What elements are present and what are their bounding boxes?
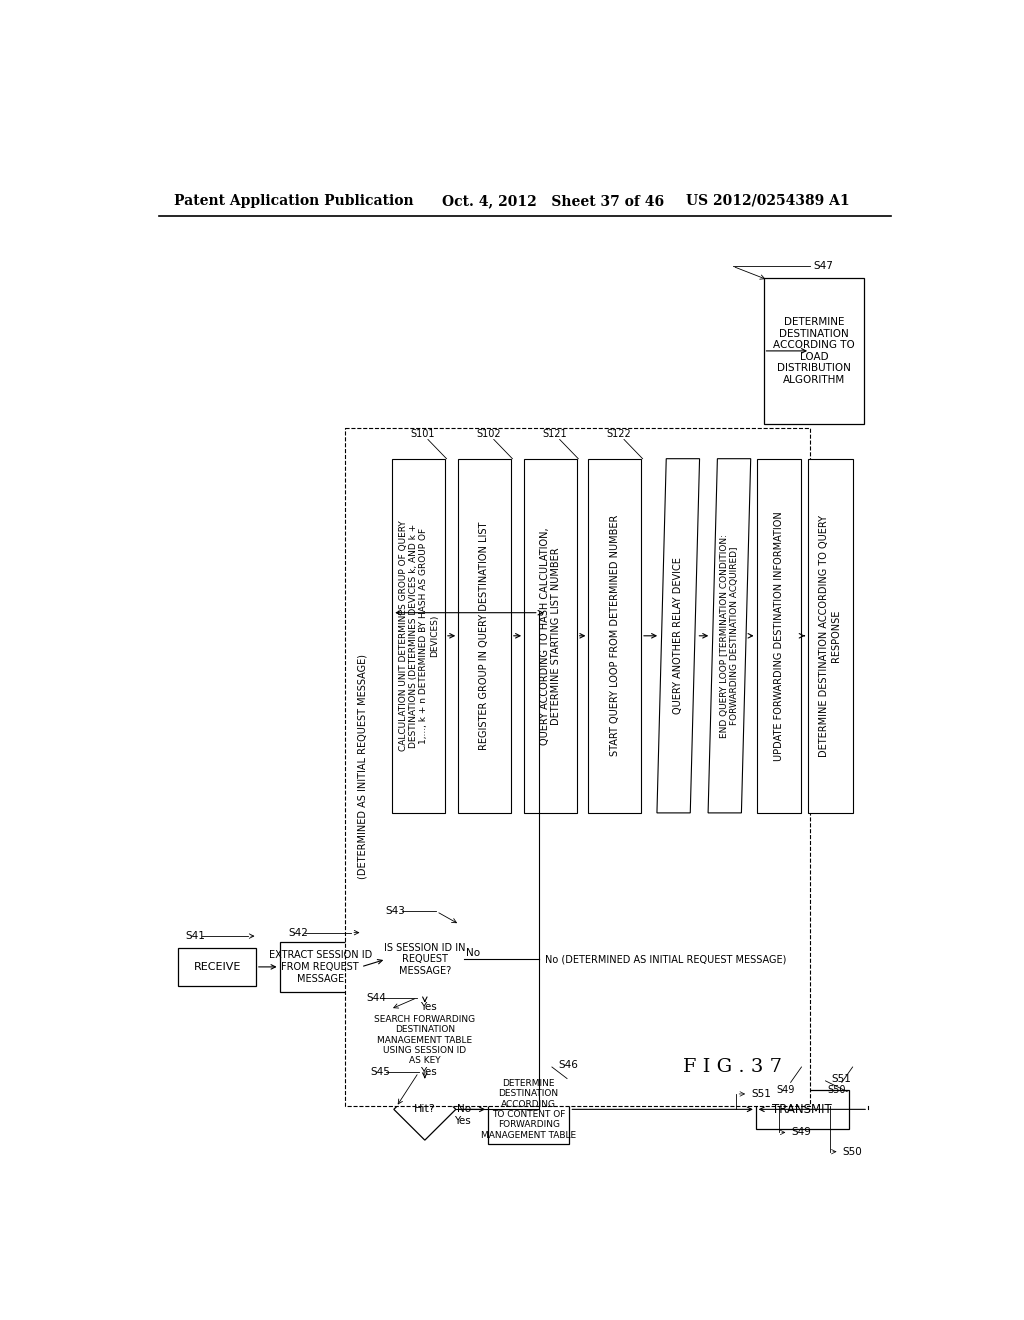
Text: S121: S121 [542, 429, 566, 440]
Text: S49: S49 [792, 1127, 811, 1138]
Text: RECEIVE: RECEIVE [194, 962, 241, 972]
Bar [345, 428, 810, 1106]
Text: Yes: Yes [454, 1115, 470, 1126]
Text: DETERMINE DESTINATION ACCORDING TO QUERY
RESPONSE: DETERMINE DESTINATION ACCORDING TO QUERY… [819, 515, 841, 756]
Text: Oct. 4, 2012   Sheet 37 of 46: Oct. 4, 2012 Sheet 37 of 46 [442, 194, 664, 207]
Text: QUERY ACCORDING TO HASH CALCULATION,
DETERMINE STARTING LIST NUMBER: QUERY ACCORDING TO HASH CALCULATION, DET… [540, 527, 561, 744]
Text: Yes: Yes [420, 1002, 437, 1012]
Text: US 2012/0254389 A1: US 2012/0254389 A1 [686, 194, 850, 207]
Bar [458, 459, 511, 813]
Text: No: No [457, 1105, 471, 1114]
Text: UPDATE FORWARDING DESTINATION INFORMATION: UPDATE FORWARDING DESTINATION INFORMATIO… [774, 511, 784, 760]
Text: TRANSMIT: TRANSMIT [772, 1102, 833, 1115]
Text: S122: S122 [606, 429, 631, 440]
Text: QUERY ANOTHER RELAY DEVICE: QUERY ANOTHER RELAY DEVICE [673, 557, 683, 714]
Text: S51: S51 [752, 1089, 772, 1100]
Polygon shape [386, 921, 464, 998]
Text: S49: S49 [776, 1085, 795, 1096]
Bar [764, 277, 864, 424]
Text: S46: S46 [558, 1060, 578, 1071]
Bar [388, 1006, 462, 1074]
Text: S50: S50 [843, 1147, 862, 1156]
Text: DETERMINE
DESTINATION
ACCORDING
TO CONTENT OF
FORWARDING
MANAGEMENT TABLE: DETERMINE DESTINATION ACCORDING TO CONTE… [481, 1078, 577, 1140]
Text: END QUERY LOOP [TERMINATION CONDITION:
FORWARDING DESTINATION ACQUIRED]: END QUERY LOOP [TERMINATION CONDITION: F… [720, 533, 739, 738]
Text: (DETERMINED AS INITIAL REQUEST MESSAGE): (DETERMINED AS INITIAL REQUEST MESSAGE) [357, 655, 367, 879]
Text: No (DETERMINED AS INITIAL REQUEST MESSAGE): No (DETERMINED AS INITIAL REQUEST MESSAG… [545, 954, 786, 964]
Bar [756, 1090, 849, 1129]
Text: START QUERY LOOP FROM DETERMINED NUMBER: START QUERY LOOP FROM DETERMINED NUMBER [609, 515, 620, 756]
Bar [280, 942, 360, 991]
Text: S44: S44 [366, 993, 386, 1003]
Text: S41: S41 [185, 931, 206, 941]
Text: IS SESSION ID IN
REQUEST
MESSAGE?: IS SESSION ID IN REQUEST MESSAGE? [384, 942, 466, 975]
Text: S45: S45 [370, 1068, 390, 1077]
Text: S47: S47 [814, 261, 834, 271]
Bar [808, 459, 853, 813]
Bar [757, 459, 802, 813]
Text: S42: S42 [289, 928, 308, 937]
Polygon shape [394, 1078, 456, 1140]
Text: CALCULATION UNIT DETERMINES GROUP OF QUERY
DESTINATIONS (DETERMINES DEVICES k, A: CALCULATION UNIT DETERMINES GROUP OF QUE… [398, 520, 438, 751]
Text: No: No [466, 948, 480, 958]
Bar [589, 459, 641, 813]
Polygon shape [708, 459, 751, 813]
Text: Yes: Yes [420, 1068, 437, 1077]
Text: EXTRACT SESSION ID
FROM REQUEST
MESSAGE: EXTRACT SESSION ID FROM REQUEST MESSAGE [268, 950, 372, 983]
Text: S50: S50 [827, 1085, 846, 1096]
Bar [488, 1074, 569, 1144]
Text: S43: S43 [385, 907, 406, 916]
Text: DETERMINE
DESTINATION
ACCORDING TO
LOAD
DISTRIBUTION
ALGORITHM: DETERMINE DESTINATION ACCORDING TO LOAD … [773, 317, 855, 385]
Text: S101: S101 [411, 429, 435, 440]
Bar [392, 459, 445, 813]
Text: F I G . 3 7: F I G . 3 7 [683, 1059, 782, 1076]
Text: Patent Application Publication: Patent Application Publication [174, 194, 414, 207]
Text: S102: S102 [476, 429, 501, 440]
Text: S51: S51 [831, 1074, 852, 1084]
Text: Hit?: Hit? [414, 1105, 435, 1114]
Bar [524, 459, 577, 813]
Polygon shape [657, 459, 699, 813]
Text: REGISTER GROUP IN QUERY DESTINATION LIST: REGISTER GROUP IN QUERY DESTINATION LIST [479, 521, 489, 750]
Bar [178, 948, 256, 986]
Text: SEARCH FORWARDING
DESTINATION
MANAGEMENT TABLE
USING SESSION ID
AS KEY: SEARCH FORWARDING DESTINATION MANAGEMENT… [374, 1015, 475, 1065]
